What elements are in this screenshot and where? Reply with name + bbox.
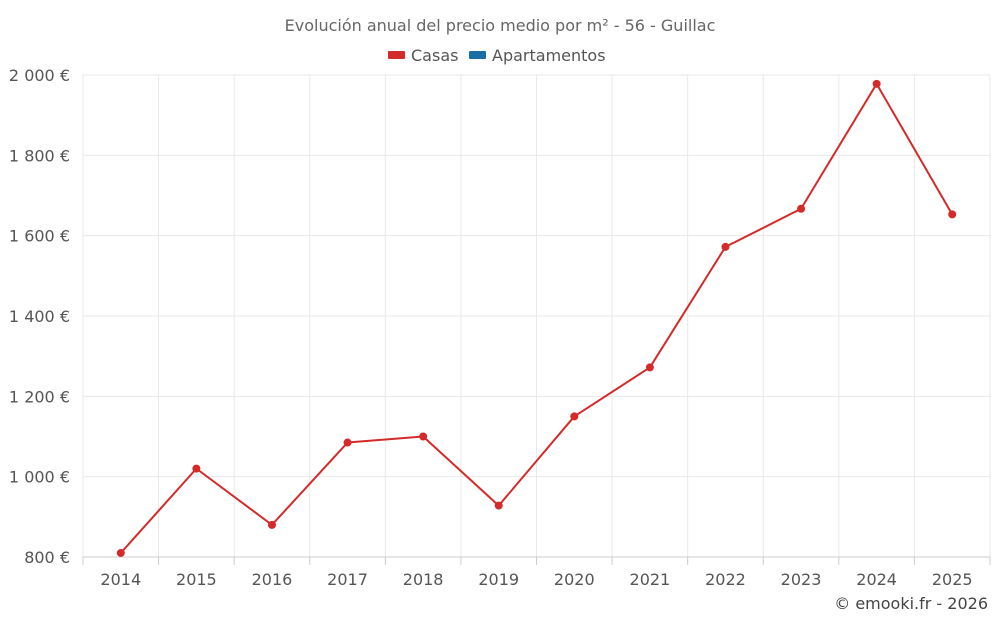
legend-item-apartamentos[interactable]: Apartamentos (469, 46, 606, 65)
y-axis: 800 € 1 000 € 1 200 € 1 400 € 1 600 € 1 800 €… (9, 66, 70, 567)
x-tick-label: 2020 (554, 570, 595, 589)
y-tick-label: 1 000 € (9, 468, 70, 487)
data-point[interactable] (267, 520, 276, 529)
x-tick-label: 2019 (478, 570, 519, 589)
x-tick-label: 2023 (781, 570, 822, 589)
legend-label: Casas (411, 46, 458, 65)
x-tick-label: 2021 (630, 570, 671, 589)
y-tick-label: 800 € (24, 548, 70, 567)
data-point[interactable] (116, 548, 125, 557)
y-tick-label: 1 400 € (9, 307, 70, 326)
data-point[interactable] (570, 412, 579, 421)
chart-credit: © emooki.fr - 2026 (834, 594, 988, 613)
x-tick-label: 2022 (705, 570, 746, 589)
x-tick-label: 2016 (252, 570, 293, 589)
series-casas (116, 79, 957, 557)
legend-item-casas[interactable]: Casas (388, 46, 458, 65)
data-point[interactable] (494, 501, 503, 510)
x-axis: 2014 2015 2016 2017 2018 2019 2020 2021 2022 2023… (82, 556, 991, 589)
x-tick-label: 2015 (176, 570, 217, 589)
data-point[interactable] (872, 79, 881, 88)
y-tick-label: 1 800 € (9, 146, 70, 165)
y-tick-label: 1 600 € (9, 227, 70, 246)
series-line (120, 82, 954, 554)
x-tick-label: 2025 (932, 570, 973, 589)
data-point[interactable] (192, 464, 201, 473)
data-point[interactable] (948, 210, 957, 219)
x-tick-label: 2014 (100, 570, 141, 589)
chart-title: Evolución anual del precio medio por m² … (285, 16, 716, 35)
x-tick-label: 2018 (403, 570, 444, 589)
legend-swatch (388, 51, 405, 59)
legend-label: Apartamentos (492, 46, 606, 65)
data-point[interactable] (721, 242, 730, 251)
data-point[interactable] (797, 204, 806, 213)
series-layer (116, 79, 957, 557)
x-tick-label: 2017 (327, 570, 368, 589)
x-tick-label: 2024 (856, 570, 897, 589)
y-tick-label: 2 000 € (9, 66, 70, 85)
chart-legend[interactable]: Casas Apartamentos (388, 46, 606, 65)
data-point[interactable] (645, 363, 654, 372)
y-tick-label: 1 200 € (9, 387, 70, 406)
chart-grid (82, 74, 991, 558)
data-point[interactable] (419, 432, 428, 441)
legend-swatch (469, 51, 486, 59)
data-point[interactable] (343, 438, 352, 447)
